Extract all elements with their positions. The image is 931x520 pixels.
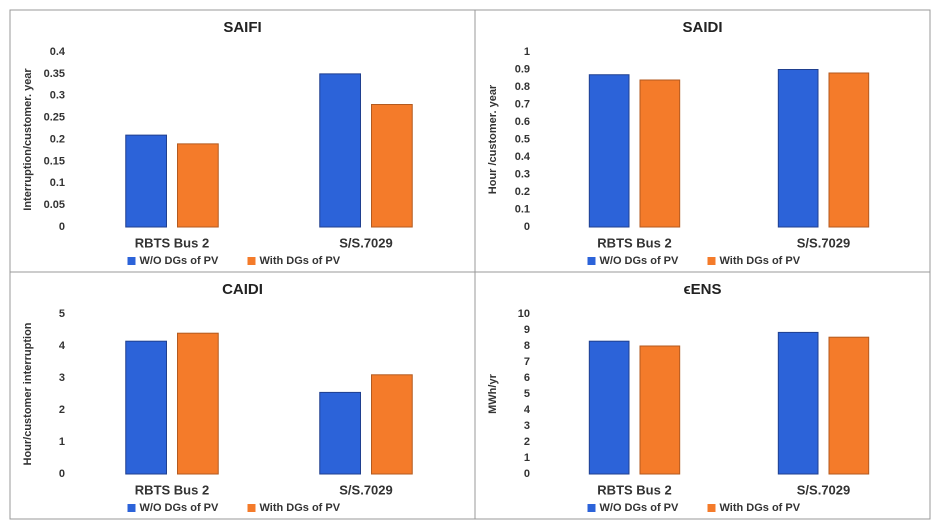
y-tick-label: 0.2 [515, 186, 530, 198]
y-axis-label: Hour/customer interruption [22, 322, 34, 465]
legend-swatch [127, 257, 136, 265]
bar [125, 340, 168, 475]
legend-swatch [587, 257, 596, 265]
chart-title: SAIFI [223, 19, 261, 36]
legend-swatch [127, 504, 136, 512]
x-tick-label: S/S.7029 [797, 482, 851, 497]
frame [9, 9, 931, 520]
y-axis-label: MWh/yr [487, 373, 499, 413]
legend-label: With DGs of PV [260, 255, 341, 267]
y-tick-label: 1 [59, 436, 65, 448]
bar [777, 69, 819, 228]
bar [588, 340, 630, 475]
bar [639, 345, 681, 475]
legend-label: With DGs of PV [260, 502, 341, 514]
y-tick-label: 0.3 [515, 168, 530, 180]
y-tick-label: 0.9 [515, 63, 530, 75]
y-tick-label: 1 [524, 46, 530, 58]
y-tick-label: 10 [518, 308, 530, 320]
x-tick-label: RBTS Bus 2 [597, 235, 671, 250]
y-tick-label: 0.3 [50, 90, 65, 102]
y-tick-label: 2 [524, 436, 530, 448]
legend-label: W/O DGs of PV [600, 255, 680, 267]
bar [588, 74, 630, 228]
y-tick-label: 5 [524, 388, 530, 400]
y-tick-label: 7 [524, 356, 530, 368]
y-axis-label: Hour /customer. year [487, 84, 499, 194]
bar [828, 72, 870, 228]
y-tick-label: 0.2 [50, 133, 65, 145]
y-tick-label: 4 [524, 404, 531, 416]
bar [828, 336, 870, 475]
legend-label: W/O DGs of PV [600, 502, 680, 514]
x-tick-label: RBTS Bus 2 [135, 235, 209, 250]
y-tick-label: 0 [524, 221, 530, 233]
bar [319, 73, 362, 228]
y-tick-label: 0.25 [44, 112, 65, 124]
y-tick-label: 6 [524, 372, 530, 384]
y-tick-label: 0.05 [44, 199, 65, 211]
y-tick-label: 0 [524, 468, 530, 480]
x-tick-label: RBTS Bus 2 [597, 482, 671, 497]
legend-swatch [587, 504, 596, 512]
legend-label: With DGs of PV [720, 502, 801, 514]
y-tick-label: 4 [59, 340, 66, 352]
y-tick-label: 1 [524, 452, 530, 464]
chart-title: CAIDI [222, 281, 263, 298]
bar [639, 79, 681, 228]
y-tick-label: 5 [59, 308, 65, 320]
y-tick-label: 3 [524, 420, 530, 432]
legend-swatch [247, 257, 256, 265]
y-tick-label: 0.6 [515, 116, 530, 128]
x-tick-label: S/S.7029 [339, 482, 393, 497]
y-tick-label: 0.1 [515, 203, 530, 215]
y-tick-label: 0.1 [50, 177, 65, 189]
bar [177, 332, 219, 475]
chart-title: ϵENS [683, 281, 721, 298]
y-tick-label: 9 [524, 324, 530, 336]
y-tick-label: 0.4 [50, 46, 66, 58]
y-tick-label: 0.7 [515, 98, 530, 110]
bar [319, 391, 362, 475]
legend-label: With DGs of PV [720, 255, 801, 267]
bar [177, 143, 219, 228]
x-tick-label: RBTS Bus 2 [135, 482, 209, 497]
legend-swatch [707, 504, 716, 512]
legend-label: W/O DGs of PV [140, 255, 220, 267]
y-tick-label: 0.15 [44, 155, 65, 167]
legend-swatch [247, 504, 256, 512]
y-tick-label: 3 [59, 372, 65, 384]
y-tick-label: 0.35 [44, 68, 65, 80]
x-tick-label: S/S.7029 [339, 235, 393, 250]
legend-label: W/O DGs of PV [140, 502, 220, 514]
y-tick-label: 8 [524, 340, 530, 352]
y-tick-label: 0.5 [515, 133, 530, 145]
bar [125, 134, 168, 228]
x-tick-label: S/S.7029 [797, 235, 851, 250]
y-axis-label: Interruption/customer. year [22, 68, 34, 211]
y-tick-label: 2 [59, 404, 65, 416]
y-tick-label: 0.4 [515, 151, 531, 163]
bar [777, 331, 819, 475]
chart-title: SAIDI [682, 19, 722, 36]
bar [371, 104, 413, 228]
y-tick-label: 0.8 [515, 81, 530, 93]
bar [371, 374, 413, 475]
y-tick-label: 0 [59, 468, 65, 480]
y-tick-label: 0 [59, 221, 65, 233]
legend-swatch [707, 257, 716, 265]
